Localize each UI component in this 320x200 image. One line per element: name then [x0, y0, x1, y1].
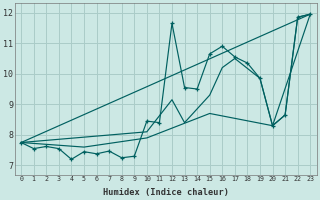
X-axis label: Humidex (Indice chaleur): Humidex (Indice chaleur): [103, 188, 229, 197]
